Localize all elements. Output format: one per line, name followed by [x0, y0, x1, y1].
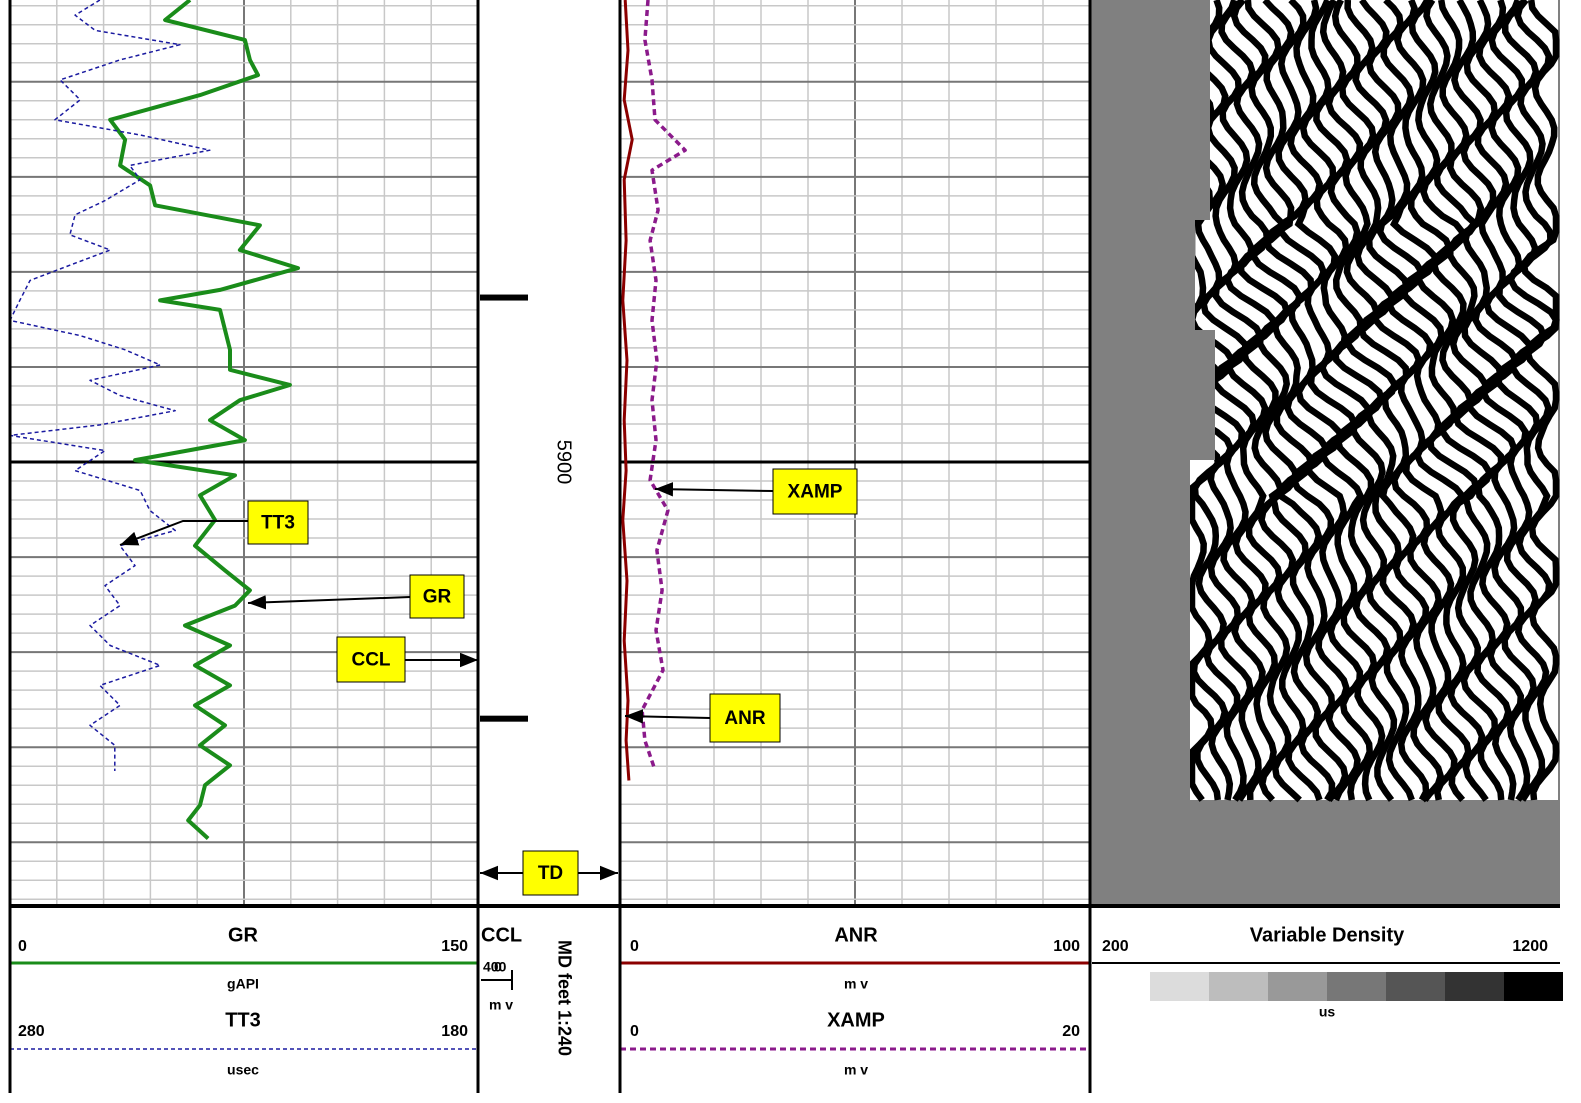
curve-name: TT3: [225, 1009, 261, 1031]
annotation-box: [522, 850, 579, 896]
curve-unit: m v: [844, 976, 868, 992]
annotation-arrow: [624, 709, 711, 724]
annotation-box: [409, 574, 465, 619]
color-swatch: [1268, 972, 1327, 1001]
vd-stripe: [1413, 0, 1467, 802]
curve-name: ANR: [834, 924, 878, 946]
annotation-box: [772, 468, 858, 515]
curve-unit: m v: [489, 997, 513, 1013]
annotation-label: TD: [538, 863, 563, 884]
curve-unit: gAPI: [227, 976, 259, 992]
scale-left: 0: [630, 938, 639, 955]
curve-unit: us: [1319, 1004, 1336, 1020]
vd-mask: [1092, 220, 1195, 330]
vd-stripe: [1520, 0, 1560, 801]
curve-name: GR: [228, 924, 259, 946]
annotation-label: GR: [423, 587, 452, 608]
curve-unit: usec: [227, 1062, 259, 1078]
annotation-arrow: [247, 595, 411, 610]
vd-stripe: [1507, 0, 1560, 802]
vd-stripe: [1290, 0, 1344, 802]
scale-right: 100: [1053, 938, 1080, 955]
color-swatch: [1504, 972, 1563, 1001]
vd-stripe: [1305, 0, 1359, 803]
scale-left: 400: [483, 959, 507, 975]
vd-stripe: [1466, 0, 1520, 801]
collar: [480, 715, 528, 722]
annotation-box: [247, 500, 309, 545]
curve-name: CCL: [481, 924, 522, 946]
curve: [621, 0, 634, 781]
curve-name: XAMP: [827, 1009, 885, 1031]
color-swatch: [1445, 972, 1504, 1001]
curve: [9, 0, 211, 771]
vd-stripe: [1372, 0, 1426, 802]
vd-mask: [1092, 330, 1215, 460]
curve: [108, 0, 300, 840]
annotation-box: [336, 636, 406, 683]
scale-right: 0: [494, 959, 502, 975]
annotation-label: TT3: [261, 513, 295, 534]
vd-stripe: [1237, 0, 1291, 801]
annotation-label: XAMP: [788, 482, 843, 503]
vd-mask: [1092, 460, 1190, 800]
annotation-box: [709, 693, 781, 743]
color-swatch: [1327, 972, 1386, 1001]
vd-mask: [1092, 0, 1210, 220]
vd-stripe: [1385, 0, 1439, 802]
vd-stripe: [1277, 0, 1330, 802]
scale-left: 0: [630, 1023, 639, 1040]
scale-right: 20: [1062, 1023, 1080, 1040]
scale-left: 0: [18, 938, 27, 955]
vd-stripe: [1211, 0, 1265, 802]
vd-stripe: [1400, 0, 1454, 803]
scale-right: 150: [441, 938, 468, 955]
annotation-arrow: [654, 482, 774, 497]
depth-label: 5900: [553, 440, 575, 485]
color-swatch: [1150, 972, 1209, 1001]
scale-left: 280: [18, 1023, 45, 1040]
scale-right: 1200: [1512, 938, 1548, 955]
curve: [640, 0, 687, 771]
annotation-arrow: [119, 520, 248, 546]
vd-stripe: [1494, 0, 1548, 802]
annotation-label: CCL: [351, 650, 390, 671]
vd-stripe: [1357, 0, 1411, 802]
collar: [480, 294, 528, 301]
scale-label: MD feet 1:240: [554, 940, 574, 1056]
curve-name: Variable Density: [1250, 924, 1405, 946]
annotation-label: ANR: [724, 708, 765, 729]
vd-stripe: [1479, 0, 1533, 801]
scale-left: 200: [1102, 938, 1129, 955]
vd-stripe: [1318, 0, 1372, 802]
vd-stripe: [1223, 0, 1277, 802]
curve-unit: m v: [844, 1062, 868, 1078]
scale-right: 180: [441, 1023, 468, 1040]
color-swatch: [1386, 972, 1445, 1001]
color-swatch: [1209, 972, 1268, 1001]
vd-stripe: [1249, 0, 1303, 803]
